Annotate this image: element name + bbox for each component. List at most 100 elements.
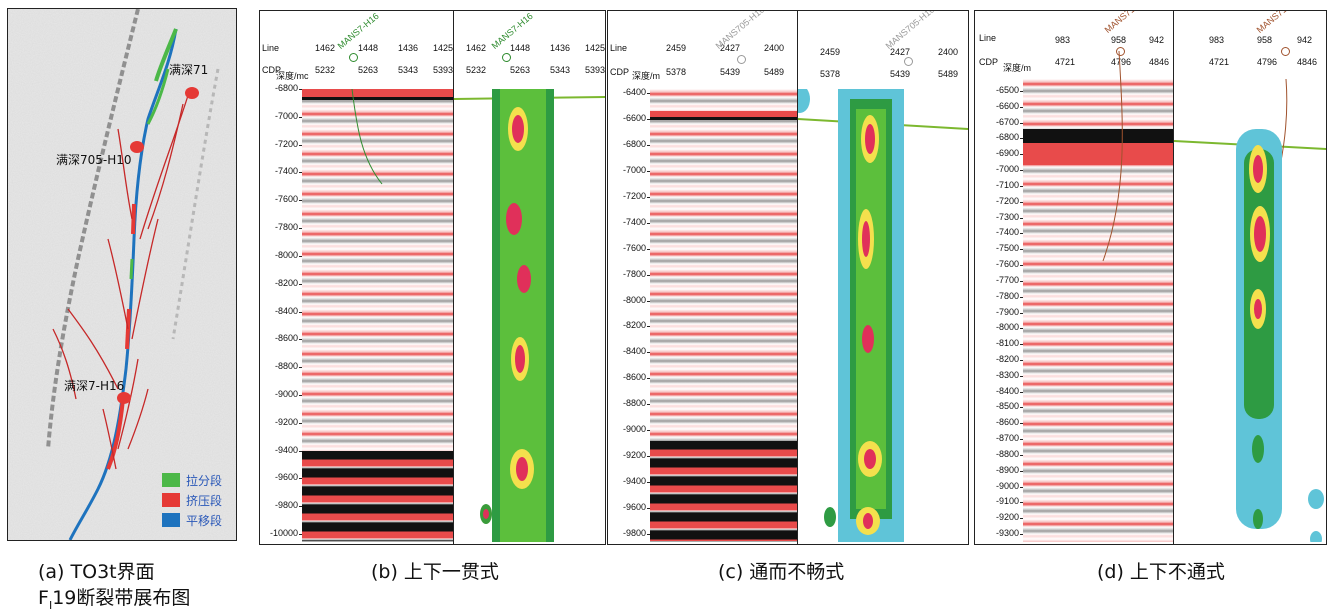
depth-tick-mark (1020, 518, 1023, 520)
depth-tick-label: -8000 (274, 249, 298, 260)
depth-tick-mark (1020, 265, 1023, 267)
depth-tick-label: -8600 (274, 333, 298, 344)
well-marker-mans71 (185, 87, 199, 99)
section-panel-c: Line CDP 深度/m 2459 2427 2400 5378 5439 5… (607, 10, 969, 545)
depth-tick-mark (1020, 423, 1023, 425)
depth-tick-mark (1020, 217, 1023, 219)
depth-tick-mark (647, 170, 650, 172)
well-label-mans71: 满深71 (169, 63, 209, 77)
depth-tick-label: -10000 (269, 528, 298, 538)
depth-tick-label: -8500 (995, 401, 1019, 412)
depth-tick-mark (1020, 328, 1023, 330)
depth-tick-label: -7000 (995, 164, 1019, 175)
depth-tick-label: -8800 (622, 398, 646, 409)
caption-a-line1: (a) TO3t界面 (38, 561, 155, 583)
depth-tick-mark (1020, 486, 1023, 488)
depth-tick-mark (299, 311, 302, 313)
depth-tick-mark (299, 89, 302, 90)
depth-tick-label: -6600 (622, 112, 646, 123)
well-name-label: MANS705-H10 (883, 10, 937, 52)
depth-tick-mark (299, 478, 302, 480)
well-collar-icon (1281, 47, 1290, 56)
depth-tick-label: -8000 (622, 294, 646, 305)
well-marker-mans705 (130, 141, 144, 153)
depth-tick-label: -6800 (995, 132, 1019, 143)
legend-swatch-strike-slip (162, 513, 180, 527)
depth-tick-mark (1020, 502, 1023, 504)
cdp-label: CDP (610, 67, 630, 77)
depth-tick-label: -6500 (995, 85, 1019, 95)
caption-c: (c) 通而不畅式 (718, 561, 845, 583)
attribute-section (790, 85, 968, 542)
line-label: Line (610, 43, 628, 53)
depth-tick-label: -7000 (622, 164, 646, 175)
depth-tick-mark (299, 200, 302, 202)
line-label: Line (979, 33, 997, 43)
cdp-label: CDP (979, 57, 999, 67)
depth-tick-mark (647, 196, 650, 198)
depth-tick-label: -8200 (622, 320, 646, 331)
depth-tick-mark (647, 93, 650, 94)
fault-map-panel: 满深71 满深705-H10 满深7-H16 拉分段 挤压段 平移段 (7, 8, 237, 541)
depth-tick-mark (1020, 344, 1023, 346)
legend-label-compression: 挤压段 (186, 494, 223, 508)
depth-tick-mark (299, 506, 302, 508)
depth-axis-label: 深度/m (1003, 63, 1031, 73)
depth-tick-label: -6400 (622, 87, 646, 97)
depth-tick-mark (299, 422, 302, 424)
depth-tick-mark (299, 116, 302, 118)
depth-tick-mark (1020, 91, 1023, 92)
depth-tick-label: -7300 (995, 211, 1019, 222)
depth-tick-mark (1020, 359, 1023, 361)
well-marker-mans7 (117, 392, 131, 404)
depth-tick-mark (1020, 201, 1023, 203)
depth-tick-mark (299, 534, 302, 535)
depth-tick-label: -8300 (995, 369, 1019, 380)
depth-tick-label: -8100 (995, 338, 1019, 349)
depth-tick-label: -6800 (622, 138, 646, 149)
depth-tick-label: -7400 (274, 166, 298, 177)
depth-tick-mark (299, 283, 302, 285)
well-collar-icon (904, 57, 913, 66)
depth-axis-label: 深度/mc (276, 71, 309, 81)
well-name-label: MANS71 (1102, 10, 1137, 36)
depth-tick-mark (1020, 375, 1023, 377)
well-collar-icon (502, 53, 511, 62)
well-trajectory (351, 89, 383, 185)
depth-tick-mark (299, 172, 302, 174)
well-trajectory (1102, 50, 1123, 262)
depth-tick-label: -9800 (274, 500, 298, 511)
caption-d: (d) 上下不通式 (1097, 561, 1225, 583)
depth-tick-mark (1020, 439, 1023, 441)
depth-tick-mark (647, 274, 650, 276)
attribute-section (453, 89, 605, 542)
depth-tick-mark (1020, 454, 1023, 456)
depth-tick-mark (1020, 154, 1023, 156)
depth-tick-label: -7500 (995, 243, 1019, 254)
depth-axis-label: 深度/m (632, 71, 660, 81)
depth-tick-label: -9000 (995, 480, 1019, 491)
depth-tick-label: -6800 (274, 83, 298, 93)
well-name-label: MANS71 (1254, 10, 1289, 36)
depth-tick-mark (1020, 391, 1023, 393)
depth-tick-label: -9000 (622, 424, 646, 435)
depth-tick-mark (647, 534, 650, 535)
well-collar-icon (349, 53, 358, 62)
depth-tick-label: -9400 (622, 476, 646, 487)
depth-tick-mark (1020, 106, 1023, 108)
section-panel-d: Line CDP 深度/m 983 958 942 4721 4796 4846… (974, 10, 1327, 545)
depth-tick-label: -8200 (274, 277, 298, 288)
depth-tick-label: -6700 (995, 116, 1019, 127)
depth-tick-mark (1020, 122, 1023, 124)
depth-tick-label: -7800 (995, 290, 1019, 301)
depth-tick-label: -8400 (274, 305, 298, 316)
depth-tick-label: -7200 (995, 195, 1019, 206)
depth-tick-label: -6900 (995, 148, 1019, 159)
depth-tick-label: -7600 (274, 194, 298, 205)
depth-tick-mark (1020, 407, 1023, 409)
well-label-mans705: 满深705-H10 (56, 153, 132, 167)
depth-tick-mark (1020, 138, 1023, 140)
depth-tick-mark (647, 222, 650, 224)
depth-tick-mark (1020, 233, 1023, 235)
depth-tick-label: -9100 (995, 496, 1019, 507)
